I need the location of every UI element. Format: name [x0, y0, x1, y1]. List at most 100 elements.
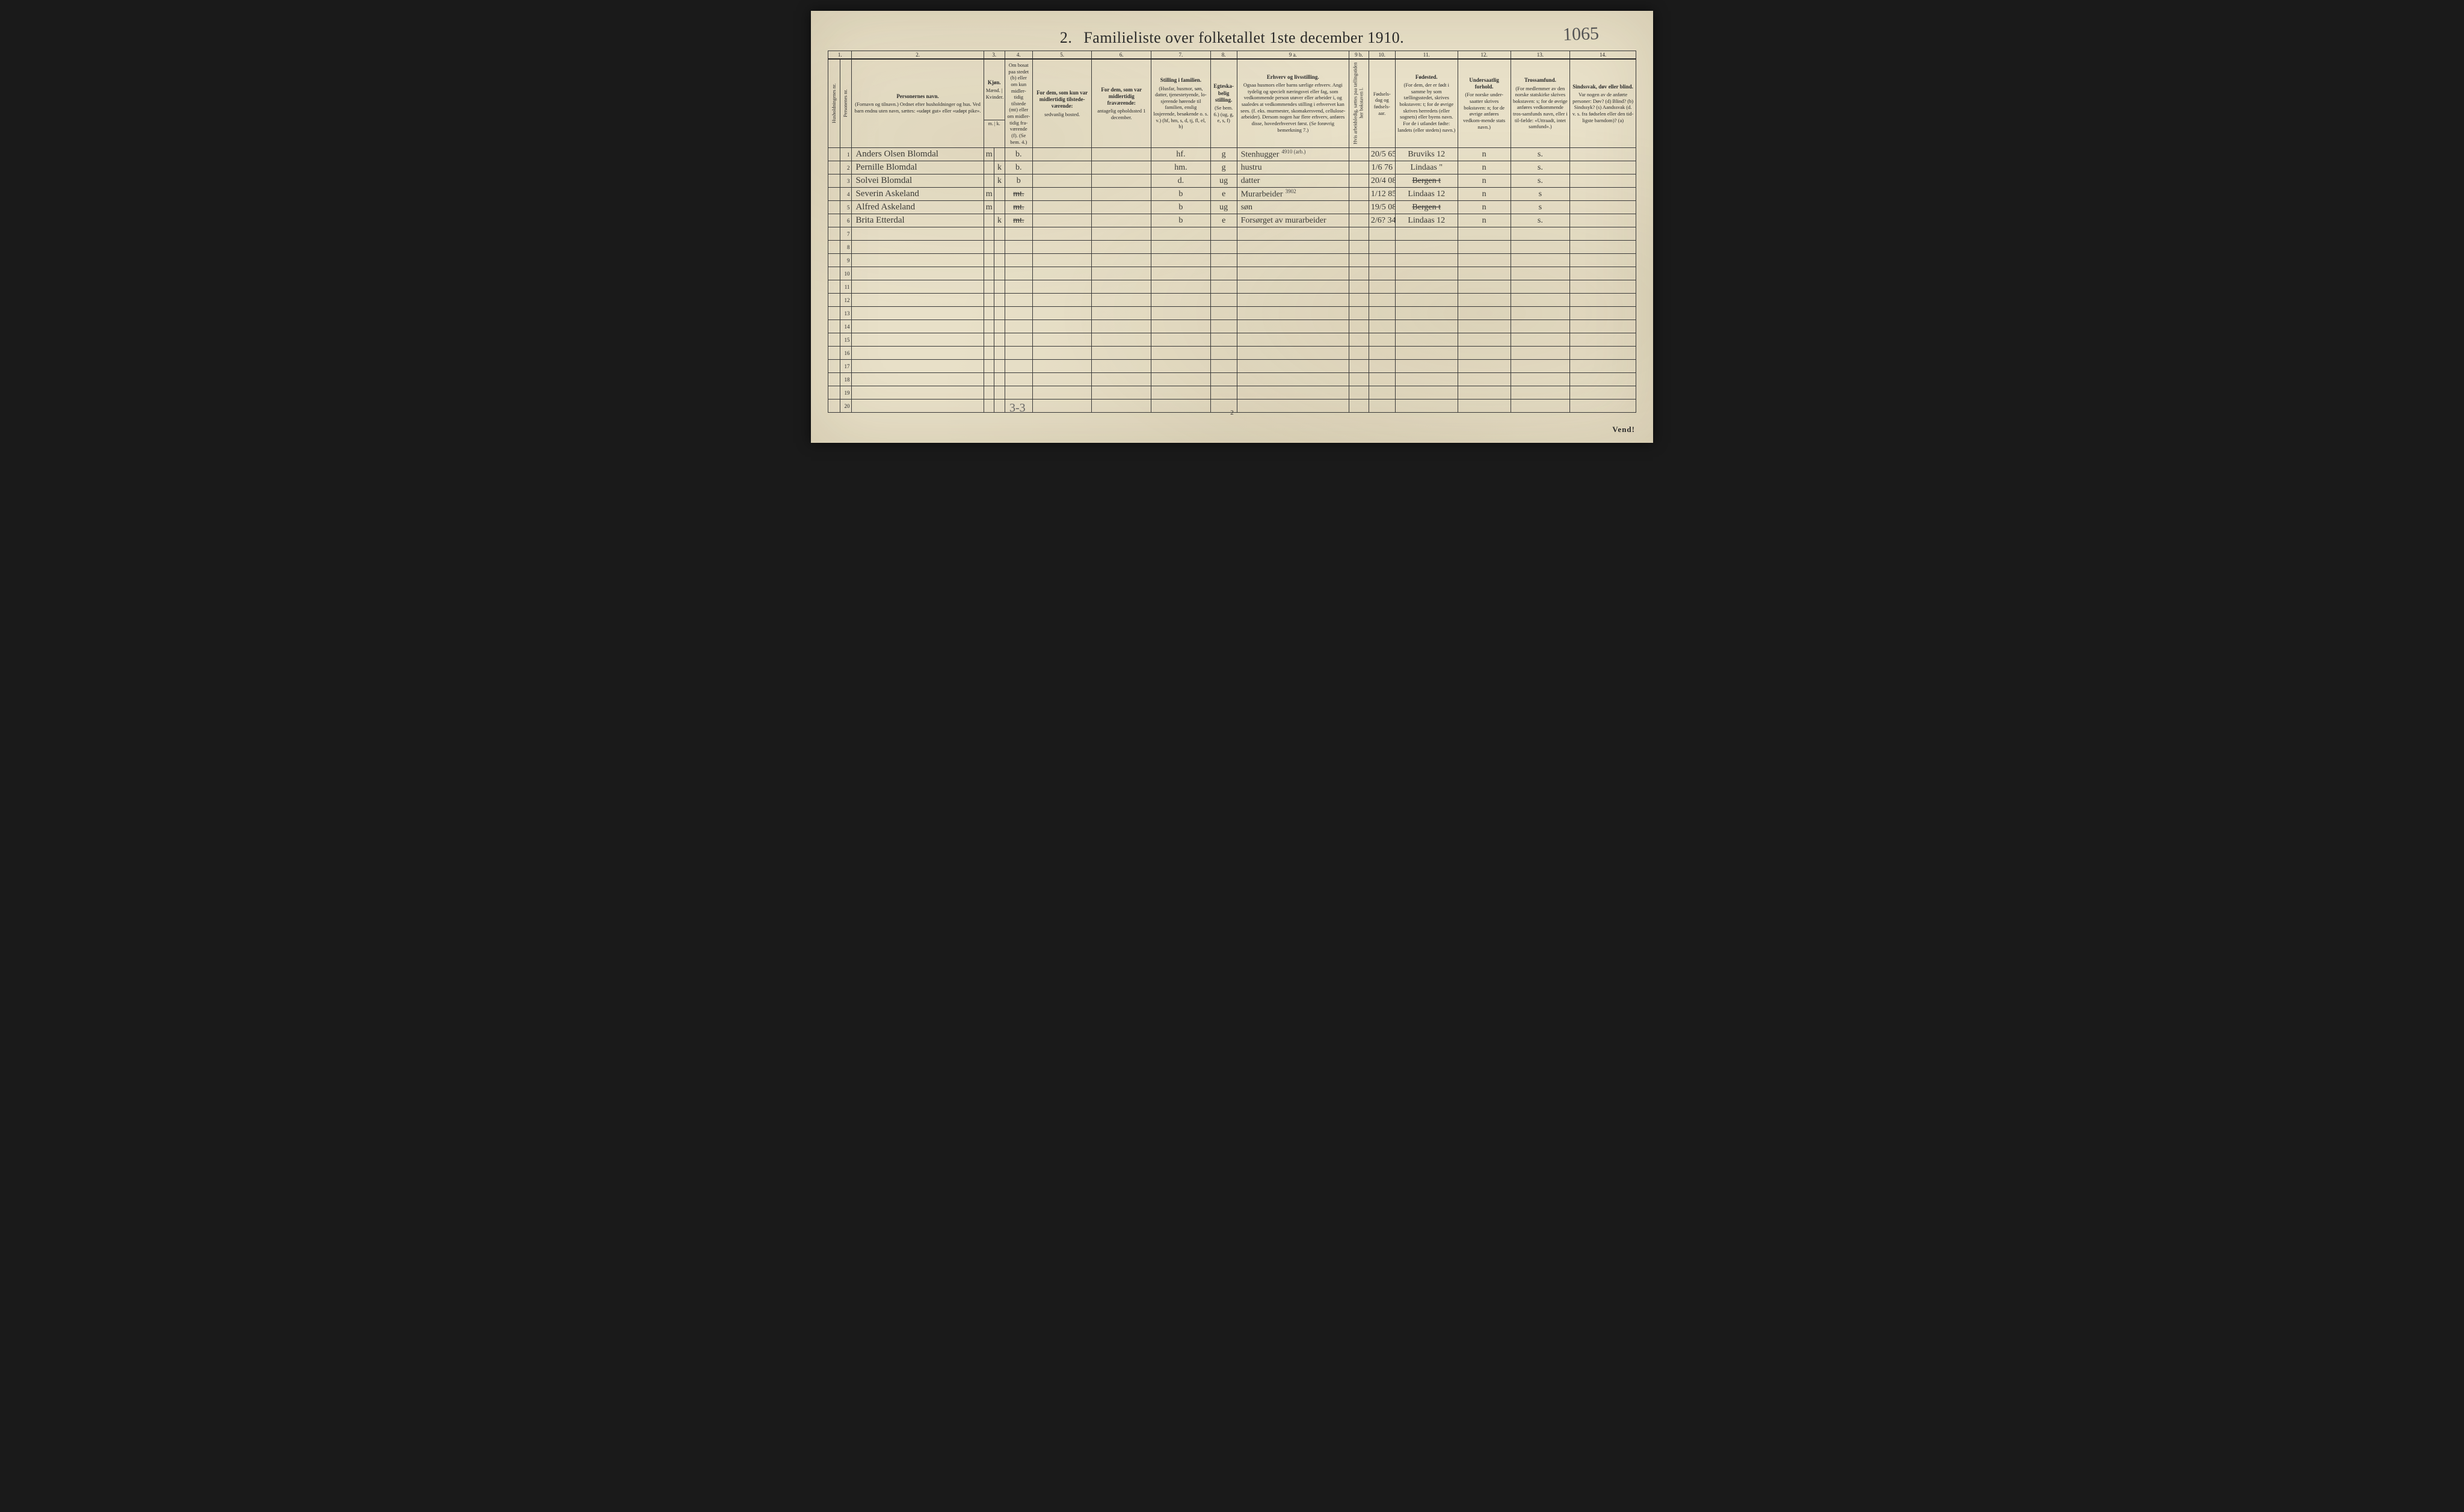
cell-empty [1032, 347, 1092, 360]
cell-person-nr: 10 [840, 267, 852, 280]
cell-household-nr [828, 241, 840, 254]
cell-empty [1237, 307, 1349, 320]
cell-empty [1032, 254, 1092, 267]
header-absent-sub: antagelig opholdssted 1 december. [1097, 108, 1145, 120]
cell-empty [1458, 386, 1511, 400]
census-table: 1. 2. 3. 4. 5. 6. 7. 8. 9 a. 9 b. 10. 11… [828, 51, 1636, 413]
cell-sex-m [984, 161, 994, 174]
cell-empty [994, 400, 1005, 413]
cell-empty [984, 307, 994, 320]
cell-empty [1458, 280, 1511, 294]
table-row: 8 [828, 241, 1636, 254]
cell-empty [984, 254, 994, 267]
colnum-4: 4. [1005, 51, 1032, 60]
cell-empty [1032, 227, 1092, 241]
cell-birthplace: Bergen t [1395, 174, 1458, 188]
cell-sex-m: m [984, 201, 994, 214]
cell-name: Brita Etterdal [852, 214, 984, 227]
cell-residence: mt. [1005, 214, 1032, 227]
page-title: 2. Familieliste over folketallet 1ste de… [828, 29, 1636, 47]
cell-empty [1511, 347, 1570, 360]
colnum-11: 11. [1395, 51, 1458, 60]
cell-empty [1092, 360, 1151, 373]
cell-empty [994, 347, 1005, 360]
cell-empty [1032, 373, 1092, 386]
cell-household-nr [828, 373, 840, 386]
cell-empty [1092, 400, 1151, 413]
cell-empty [1151, 294, 1211, 307]
cell-empty [1570, 347, 1636, 360]
cell-residence: b. [1005, 148, 1032, 161]
header-dis-title: Sindssvak, døv eller blind. [1572, 84, 1634, 90]
cell-empty [1570, 400, 1636, 413]
cell-empty [1092, 294, 1151, 307]
cell-sex-k [994, 148, 1005, 161]
colnum-6: 6. [1092, 51, 1151, 60]
cell-birthplace: Bergen t [1395, 201, 1458, 214]
cell-empty [1511, 360, 1570, 373]
cell-empty [852, 307, 984, 320]
colnum-3: 3. [984, 51, 1005, 60]
printed-page-number: 2 [1230, 409, 1234, 416]
header-temp-absent: For dem, som var midlertidig fraværende:… [1092, 59, 1151, 148]
cell-empty [1369, 400, 1395, 413]
table-row: 1Anders Olsen Blomdalmb.hf.gStenhugger49… [828, 148, 1636, 161]
cell-empty [1458, 227, 1511, 241]
cell-marital: g [1210, 148, 1237, 161]
cell-empty [1092, 241, 1151, 254]
cell-unemployed [1349, 174, 1369, 188]
cell-empty [1092, 227, 1151, 241]
cell-empty [1395, 373, 1458, 386]
cell-empty [1237, 294, 1349, 307]
cell-nationality: n [1458, 148, 1511, 161]
cell-empty [994, 294, 1005, 307]
cell-empty [1458, 360, 1511, 373]
cell-empty [1349, 241, 1369, 254]
cell-empty [1151, 360, 1211, 373]
cell-empty [1511, 254, 1570, 267]
cell-empty [994, 320, 1005, 333]
cell-unemployed [1349, 214, 1369, 227]
cell-empty [1005, 280, 1032, 294]
cell-household-nr [828, 386, 840, 400]
cell-person-nr: 15 [840, 333, 852, 347]
cell-empty [1395, 267, 1458, 280]
cell-household-nr [828, 201, 840, 214]
cell-empty [1511, 400, 1570, 413]
cell-empty [1032, 294, 1092, 307]
cell-empty [852, 227, 984, 241]
cell-unemployed [1349, 161, 1369, 174]
cell-empty [1032, 360, 1092, 373]
cell-empty [1570, 267, 1636, 280]
cell-empty [984, 267, 994, 280]
cell-empty [1349, 360, 1369, 373]
cell-household-nr [828, 227, 840, 241]
cell-empty [1511, 227, 1570, 241]
cell-household-nr [828, 333, 840, 347]
table-row: 11 [828, 280, 1636, 294]
table-row: 9 [828, 254, 1636, 267]
cell-household-nr [828, 267, 840, 280]
cell-sex-k: k [994, 174, 1005, 188]
cell-family-position: b [1151, 201, 1211, 214]
cell-disability [1570, 214, 1636, 227]
cell-empty [1570, 360, 1636, 373]
cell-occupation: Stenhugger4910 (arb.) [1237, 148, 1349, 161]
cell-empty [1092, 386, 1151, 400]
cell-empty [1395, 227, 1458, 241]
table-row: 19 [828, 386, 1636, 400]
cell-empty [1395, 307, 1458, 320]
cell-empty [1151, 267, 1211, 280]
cell-empty [1570, 320, 1636, 333]
cell-birthplace: Lindaas 12 [1395, 188, 1458, 201]
header-family-position: Stilling i familien. (Husfar, husmor, sø… [1151, 59, 1211, 148]
cell-temp-absent [1092, 161, 1151, 174]
cell-empty [1395, 320, 1458, 333]
cell-empty [1570, 386, 1636, 400]
cell-person-nr: 17 [840, 360, 852, 373]
cell-empty [1369, 267, 1395, 280]
cell-empty [1210, 386, 1237, 400]
table-header: 1. 2. 3. 4. 5. 6. 7. 8. 9 a. 9 b. 10. 11… [828, 51, 1636, 148]
cell-household-nr [828, 320, 840, 333]
cell-empty [1511, 320, 1570, 333]
